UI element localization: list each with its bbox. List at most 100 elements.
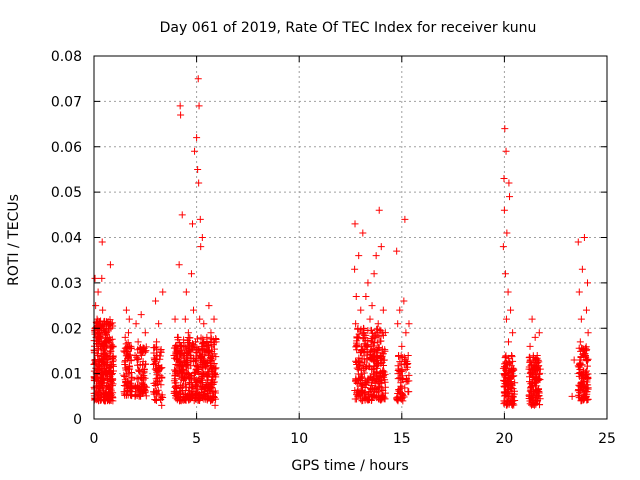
data-point	[364, 279, 372, 287]
data-point	[139, 373, 147, 381]
data-point	[199, 361, 207, 369]
data-point	[401, 215, 409, 223]
data-point	[157, 381, 165, 389]
data-point	[353, 364, 361, 372]
data-point	[398, 342, 406, 350]
data-point	[127, 383, 135, 391]
data-point	[368, 337, 376, 345]
y-tick-label: 0.03	[51, 276, 82, 292]
data-point	[176, 102, 184, 110]
data-point	[395, 365, 403, 373]
data-point	[365, 388, 373, 396]
data-point	[368, 302, 376, 310]
data-point	[506, 374, 514, 382]
data-point	[568, 392, 576, 400]
data-point	[581, 344, 589, 352]
chart-title: Day 061 of 2019, Rate Of TEC Index for r…	[160, 20, 537, 36]
data-point	[132, 320, 140, 328]
data-point	[100, 379, 108, 387]
data-point	[578, 265, 586, 273]
data-point	[182, 288, 190, 296]
data-point	[123, 388, 131, 396]
data-point	[404, 351, 412, 359]
data-point	[359, 361, 367, 369]
data-point	[534, 388, 542, 396]
data-point	[210, 394, 218, 401]
data-point	[576, 369, 584, 377]
data-point	[125, 380, 133, 388]
data-point	[197, 334, 205, 342]
data-point	[199, 394, 207, 402]
data-point	[373, 346, 381, 354]
data-point	[171, 372, 179, 380]
data-point	[127, 342, 135, 350]
data-point	[500, 175, 508, 183]
data-point	[100, 396, 108, 404]
data-point	[104, 392, 112, 400]
data-point	[403, 361, 411, 369]
data-point	[509, 385, 517, 393]
data-point	[509, 357, 517, 365]
data-point	[131, 382, 139, 390]
data-point	[371, 333, 379, 341]
data-point	[206, 365, 214, 373]
data-point	[200, 320, 208, 328]
data-point	[500, 206, 508, 214]
data-point	[179, 390, 187, 398]
data-point	[363, 356, 371, 364]
data-point	[135, 392, 143, 400]
data-point	[354, 325, 362, 333]
data-point	[122, 306, 130, 314]
data-point	[193, 378, 201, 386]
data-point	[397, 352, 405, 360]
data-point	[91, 274, 99, 282]
tick-labels: 0 5 10 15 20 25 0 0.01 0.02 0.03 0.04 0.05 0.06 0.07 0…	[51, 49, 616, 447]
data-point	[102, 388, 110, 396]
data-point	[360, 329, 368, 337]
data-point	[154, 374, 162, 382]
data-point	[192, 361, 200, 369]
data-point	[157, 395, 165, 403]
data-point	[204, 392, 212, 400]
data-point	[109, 397, 117, 405]
data-point	[203, 333, 211, 341]
data-point	[198, 234, 206, 241]
data-point	[97, 361, 105, 369]
data-point	[509, 392, 517, 400]
data-point	[506, 193, 514, 201]
data-point	[134, 366, 142, 374]
data-point	[582, 306, 590, 314]
data-point	[356, 392, 364, 400]
data-point	[533, 387, 541, 395]
data-point	[504, 288, 512, 296]
data-point	[97, 342, 105, 350]
data-point	[575, 344, 583, 352]
data-point	[351, 265, 359, 273]
data-point	[380, 361, 388, 369]
data-point	[141, 387, 149, 395]
data-point	[581, 351, 589, 359]
data-point	[196, 315, 204, 323]
data-point	[374, 388, 382, 396]
data-point	[510, 401, 518, 409]
data-point	[92, 302, 100, 310]
data-point	[354, 386, 362, 394]
data-point	[137, 311, 145, 319]
data-point	[207, 329, 215, 337]
data-point	[570, 356, 578, 364]
data-point	[156, 365, 164, 373]
data-point	[151, 382, 159, 390]
data-point	[91, 357, 99, 365]
data-point	[370, 345, 378, 353]
data-point	[536, 395, 544, 403]
data-point	[184, 329, 192, 337]
data-point	[186, 351, 194, 359]
data-point	[134, 355, 142, 363]
data-point	[153, 390, 161, 398]
data-point	[505, 338, 513, 346]
data-point	[195, 179, 203, 187]
data-point	[124, 365, 132, 373]
data-point	[94, 351, 102, 359]
data-point	[404, 360, 412, 368]
data-point	[360, 352, 368, 360]
